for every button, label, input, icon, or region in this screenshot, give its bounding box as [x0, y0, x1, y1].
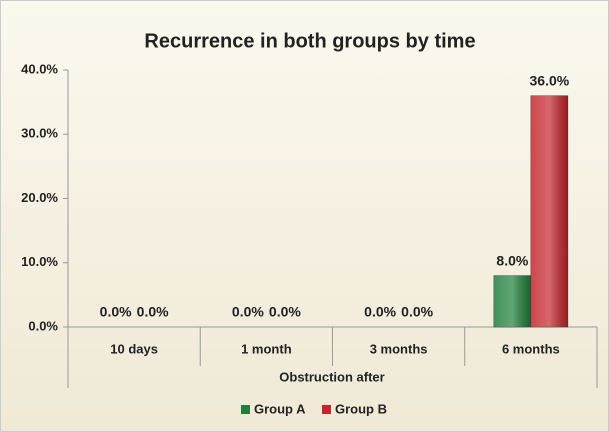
data-label: 0.0% [269, 304, 301, 320]
chart-title: Recurrence in both groups by time [144, 30, 475, 52]
x-tick-label: 10 days [110, 341, 158, 356]
bar [530, 95, 569, 328]
data-label: 0.0% [137, 304, 169, 320]
data-label: 0.0% [100, 304, 132, 320]
y-tick-label: 10.0% [21, 254, 58, 269]
legend-swatch [241, 405, 250, 414]
x-axis-title: Obstruction after [279, 369, 384, 384]
y-tick-label: 40.0% [21, 61, 58, 76]
data-label: 36.0% [530, 72, 570, 88]
data-label: 0.0% [401, 304, 433, 320]
data-label: 0.0% [364, 304, 396, 320]
bar [493, 275, 532, 328]
y-tick-label: 0.0% [28, 318, 58, 333]
x-tick-label: 1 month [241, 341, 292, 356]
legend-label: Group B [335, 401, 387, 416]
y-tick-label: 30.0% [21, 126, 58, 141]
x-tick-label: 3 months [370, 341, 428, 356]
data-label: 8.0% [496, 252, 528, 268]
data-label: 0.0% [232, 304, 264, 320]
legend-swatch [322, 405, 331, 414]
y-tick-label: 20.0% [21, 190, 58, 205]
x-tick-label: 6 months [502, 341, 560, 356]
legend-label: Group A [254, 401, 306, 416]
